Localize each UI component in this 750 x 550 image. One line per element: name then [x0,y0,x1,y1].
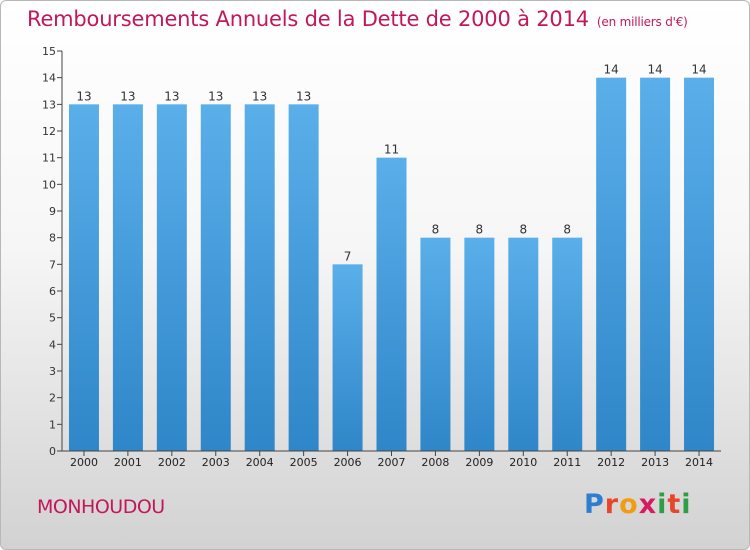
y-tick-label: 10 [42,178,56,191]
data-label: 14 [691,63,706,77]
x-tick-label: 2001 [114,456,142,469]
chart-title: Remboursements Annuels de la Dette de 20… [27,7,688,31]
title-text: Remboursements Annuels de la Dette de 20… [27,7,589,31]
y-tick-label: 11 [42,152,56,165]
bar [200,104,231,451]
data-label: 13 [296,89,311,103]
data-label: 8 [519,223,527,237]
x-axis: 2000 2001 2002 2003 2004 2005 2006 2007 2008 2009… [62,450,721,469]
bar [288,104,319,451]
logo-letter: t [667,489,682,520]
bar [596,77,627,452]
y-tick-label: 5 [49,312,56,325]
data-label: 13 [164,89,179,103]
x-tick-label: 2005 [290,456,318,469]
y-tick-label: 14 [42,72,56,85]
y-tick-label: 3 [49,365,56,378]
data-label: 8 [476,223,484,237]
bar [420,237,451,451]
data-label: 14 [647,63,662,77]
y-tick-label: 8 [49,232,56,245]
y-tick-label: 15 [42,45,56,58]
x-tick-label: 2014 [685,456,713,469]
x-tick-label: 2004 [246,456,274,469]
y-tick-label: 2 [49,392,56,405]
data-label: 7 [344,249,352,263]
data-label: 13 [76,89,91,103]
bar [508,237,539,451]
x-tick-label: 2011 [553,456,581,469]
y-tick-label: 4 [49,338,56,351]
logo-letter: i [657,489,668,520]
x-tick-label: 2008 [421,456,449,469]
bar [552,237,583,451]
x-tick-label: 2006 [334,456,362,469]
logo-letter: r [604,489,620,520]
bar [464,237,495,451]
y-tick-label: 6 [49,285,56,298]
bar [640,77,671,452]
x-tick-label: 2009 [465,456,493,469]
logo-letter: P [584,489,605,520]
logo-letter: o [619,489,639,520]
data-label: 13 [120,89,135,103]
logo-letter: x [638,489,658,520]
data-label: 8 [432,223,440,237]
bar [112,104,143,451]
bar [684,77,715,452]
y-tick-label: 0 [49,445,56,458]
data-label: 11 [384,143,399,157]
data-label: 13 [208,89,223,103]
x-tick-label: 2000 [70,456,98,469]
y-tick-label: 7 [49,258,56,271]
bar [332,264,363,451]
x-tick-label: 2010 [509,456,537,469]
x-tick-label: 2002 [158,456,186,469]
logo-letter: i [681,489,692,520]
y-tick-label: 1 [49,418,56,431]
x-tick-label: 2013 [641,456,669,469]
bar [68,104,99,451]
x-tick-label: 2003 [202,456,230,469]
y-tick-label: 12 [42,125,56,138]
data-label: 8 [563,223,571,237]
bar [376,157,407,451]
data-label: 13 [252,89,267,103]
town-name: MONHOUDOU [37,496,165,518]
bar [156,104,187,451]
unit-label: (en milliers d'€) [596,15,688,29]
y-tick-label: 9 [49,205,56,218]
bar [244,104,275,451]
y-tick-label: 13 [42,98,56,111]
proxiti-logo: Proxiti [584,489,692,520]
data-label: 14 [604,63,619,77]
x-tick-label: 2012 [597,456,625,469]
bars: 13 13 13 13 13 13 7 11 8 8 8 8 14 14 14 [68,63,715,452]
x-tick-label: 2007 [378,456,406,469]
